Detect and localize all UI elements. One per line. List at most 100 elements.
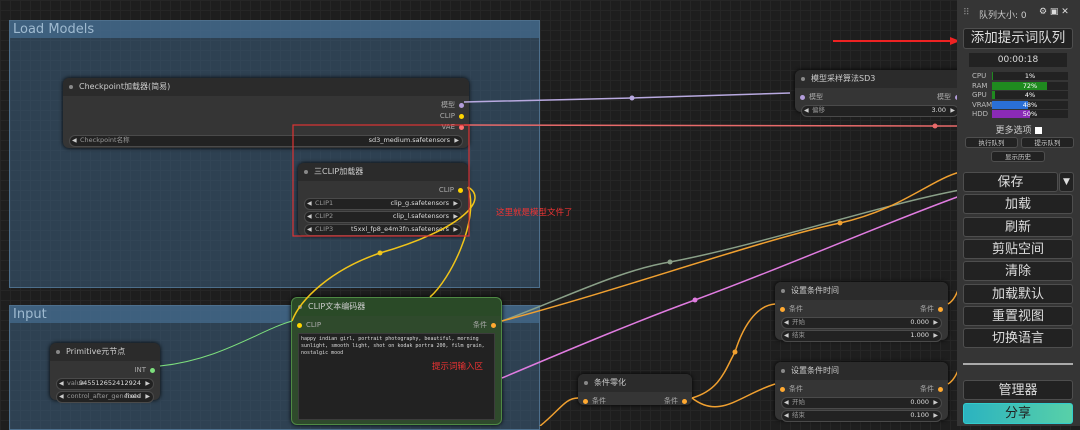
output-slot[interactable]: 条件 [473, 321, 487, 329]
arrow-left: ◀ [784, 319, 789, 326]
input-slot[interactable]: 条件 [789, 305, 803, 313]
panel-header: ⠿ 队列大小: 0 ⚙ ▣ ✕ [957, 7, 1080, 22]
menu-button[interactable]: 加载默认 [963, 283, 1073, 304]
stat-bar: 4% [992, 91, 1068, 99]
output-slot[interactable]: 条件 [920, 305, 934, 313]
drag-handle: ⠿ [963, 8, 970, 18]
prompt-text[interactable]: happy indian girl, portrait photography,… [298, 333, 495, 420]
widget[interactable]: ◀ CLIP1 clip_g.safetensors ▶ [304, 198, 462, 210]
input-slot[interactable]: 条件 [789, 385, 803, 393]
input-slot[interactable]: 条件 [592, 397, 606, 405]
arrow-right: ▶ [453, 226, 458, 233]
slot-dot [800, 95, 805, 100]
stat-value: 48% [1022, 100, 1038, 109]
more-options[interactable]: 更多选项 [957, 123, 1080, 136]
menu-button[interactable]: 剪贴空间 [963, 238, 1073, 259]
widget-value: 0.000 [910, 398, 929, 406]
small-button[interactable]: 执行队列 [965, 137, 1018, 148]
separator [963, 363, 1073, 365]
stat-fill [992, 72, 993, 80]
node-title: Checkpoint加载器(简易) [63, 78, 469, 96]
more-options-label: 更多选项 [995, 126, 1032, 136]
widget-value: 0.000 [910, 318, 929, 326]
menu-button[interactable]: 切换语言 [963, 328, 1073, 349]
manager-button[interactable]: 管理器 [963, 380, 1073, 400]
group[interactable]: Load Models [9, 20, 540, 288]
output-slot[interactable]: CLIP [439, 112, 455, 120]
widget[interactable]: ◀ 开始 0.000 ▶ [781, 317, 942, 329]
node[interactable]: 设置条件时间 条件 条件 ◀ 开始 0.000 ▶ ◀ 结束 0.100 ▶ [775, 362, 948, 422]
widget[interactable]: ◀ control_after_generate fixed ▶ [56, 391, 154, 403]
panel-icons[interactable]: ⚙ ▣ ✕ [1039, 7, 1069, 17]
slot-dot [491, 323, 496, 328]
menu-button[interactable]: 刷新 [963, 216, 1073, 237]
widget-label: 开始 [792, 318, 805, 326]
stat-fill [992, 100, 1029, 109]
stat-fill [992, 91, 996, 99]
menu-button[interactable]: 重置视图 [963, 305, 1073, 326]
stat-label: RAM [972, 81, 988, 90]
widget-label: 结束 [792, 411, 805, 419]
widget[interactable]: ◀ 开始 0.000 ▶ [781, 397, 942, 409]
history-button[interactable]: 显示历史 [991, 151, 1045, 162]
widget-label: CLIP3 [315, 225, 334, 233]
widget-label: CLIP2 [315, 212, 334, 220]
node[interactable]: 三CLIP加载器 CLIP ◀ CLIP1 clip_g.safetensors ▶ ◀ CL… [298, 163, 468, 236]
queue-button[interactable]: 添加提示词队列 [963, 28, 1073, 49]
output-slot[interactable]: CLIP [438, 186, 454, 194]
stat-value: 50% [1022, 110, 1038, 118]
output-slot[interactable]: VAE [441, 123, 455, 131]
stat-bar: 50% [992, 110, 1068, 118]
arrow-right: ▶ [454, 137, 459, 144]
widget-label: control_after_generate [67, 392, 141, 400]
node[interactable]: 设置条件时间 条件 条件 ◀ 开始 0.000 ▶ ◀ 结束 1.000 ▶ [775, 282, 948, 342]
widget-value: sd3_medium.safetensors [368, 136, 450, 144]
arrow-left: ◀ [804, 107, 809, 114]
widget[interactable]: ◀ Checkpoint名称 sd3_medium.safetensors ▶ [69, 135, 463, 147]
output-slot[interactable]: 条件 [920, 385, 934, 393]
output-slot[interactable]: 条件 [664, 397, 678, 405]
node-title: 三CLIP加载器 [298, 163, 468, 181]
arrow-left: ◀ [59, 380, 64, 387]
widget-value: 0.100 [910, 411, 929, 419]
arrow-right: ▶ [933, 332, 938, 339]
arrow-right: ▶ [933, 319, 938, 326]
widget[interactable]: ◀ 结束 0.100 ▶ [781, 410, 942, 422]
slot-dot [459, 114, 464, 119]
stat-label: HDD [972, 110, 989, 118]
widget[interactable]: ◀ 偏移 3.00 ▶ [801, 105, 959, 117]
slot-dot [682, 399, 687, 404]
widget[interactable]: ◀ CLIP2 clip_l.safetensors ▶ [304, 211, 462, 223]
output-slot[interactable]: 模型 [937, 93, 951, 101]
widget[interactable]: ◀ 结束 1.000 ▶ [781, 330, 942, 342]
small-button[interactable]: 提示队列 [1021, 137, 1074, 148]
widget-label: Checkpoint名称 [80, 136, 130, 144]
stat-fill [992, 110, 1030, 118]
share-button[interactable]: 分享 [963, 403, 1073, 424]
stat-label: VRAM [972, 100, 993, 109]
menu-button[interactable]: 加载 [963, 194, 1073, 215]
menu-button[interactable]: 清除 [963, 261, 1073, 282]
node[interactable]: Checkpoint加载器(简易) 模型 CLIP VAE ◀ Checkpoint名称 s… [63, 78, 469, 148]
widget[interactable]: ◀ CLIP3 t5xxl_fp8_e4m3fn.safetensors ▶ [304, 224, 462, 236]
dropdown-button[interactable]: ▼ [1059, 172, 1074, 192]
checkbox[interactable] [1034, 127, 1042, 134]
arrow-right: ▶ [145, 380, 150, 387]
slot-dot [459, 103, 464, 108]
node[interactable]: Primitive元节点 INT ◀ value 945512652412924 ▶ ◀ co… [50, 343, 160, 403]
node[interactable]: 条件零化 条件 条件 [578, 374, 692, 405]
arrow-right: ▶ [453, 200, 458, 207]
node-title: 设置条件时间 [775, 362, 948, 380]
slot-dot [583, 399, 588, 404]
arrow-right: ▶ [933, 399, 938, 406]
menu-button[interactable]: 保存 [963, 172, 1058, 192]
node[interactable]: 模型采样算法SD3 模型 模型 ◀ 偏移 3.00 ▶ [795, 70, 965, 117]
input-slot[interactable]: 模型 [809, 93, 823, 101]
group-title: Load Models [10, 21, 539, 38]
output-slot[interactable]: 模型 [441, 101, 455, 109]
input-slot[interactable]: CLIP [306, 321, 322, 329]
widget[interactable]: ◀ value 945512652412924 ▶ [56, 378, 154, 390]
output-slot[interactable]: INT [134, 366, 146, 374]
